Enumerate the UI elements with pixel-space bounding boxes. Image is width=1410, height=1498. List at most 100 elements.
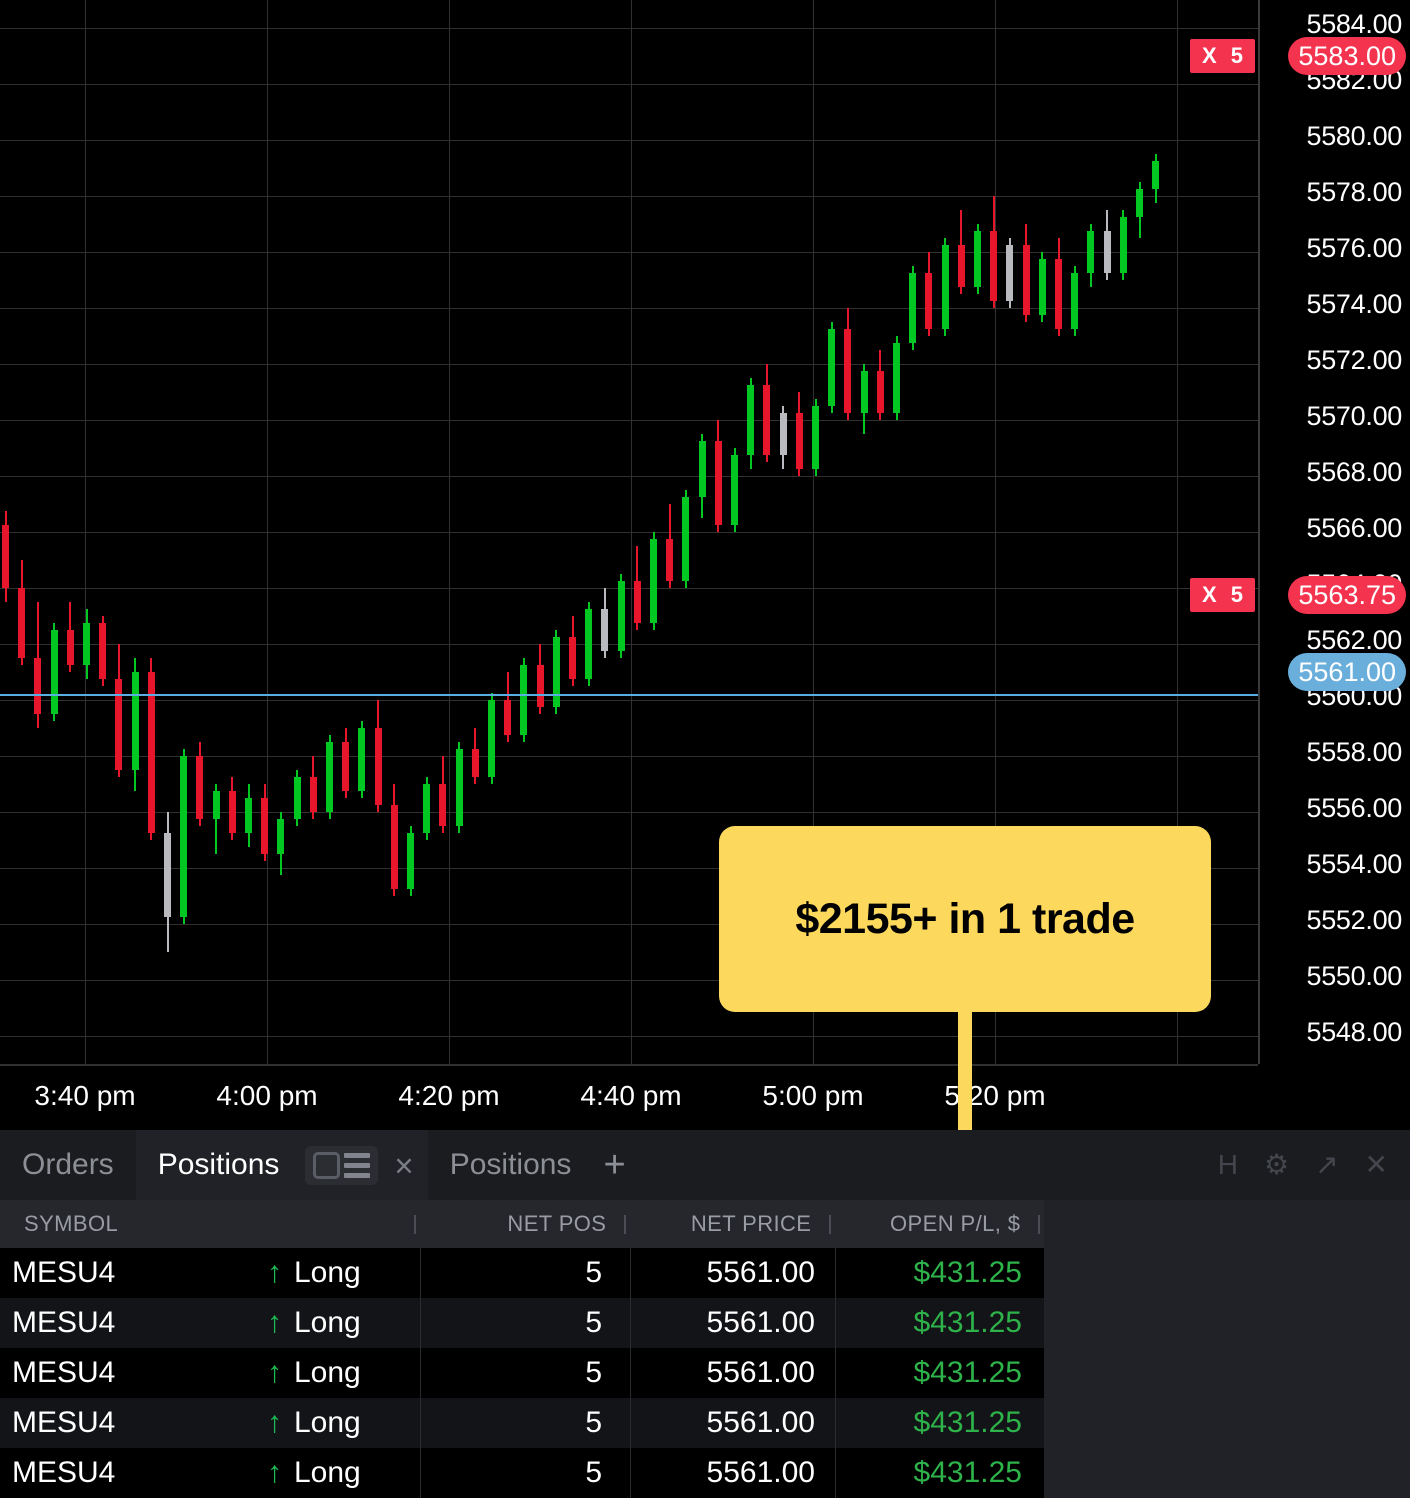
gridline-vertical [449,0,450,1064]
symbol-label: MESU4 [12,1456,116,1489]
order-price-badge-mid[interactable]: 5563.75 [1288,576,1406,614]
cell-net-pos: 5 [420,1348,630,1398]
candle-body [164,833,171,917]
candle-body [714,441,722,525]
cell-net-pos: 5 [420,1248,630,1298]
cell-net-price: 5561.00 [630,1448,835,1498]
price-tick-label: 5570.00 [1306,401,1403,431]
candle-body [876,371,884,413]
expand-icon[interactable]: ↗ [1315,1149,1339,1180]
column-resize-handle[interactable]: | [412,1212,418,1235]
table-row[interactable]: MESU4 ↑ Long 5 5561.00 $431.25 [0,1298,1044,1348]
column-header-netpos[interactable]: NET POS | [420,1200,630,1248]
column-header-openpl-label: OPEN P/L, $ [890,1211,1021,1236]
time-tick-label: 4:20 pm [398,1080,500,1111]
candle-body [455,749,463,826]
candle-body [1087,231,1095,273]
candle-body [471,749,479,777]
candle-body [293,777,301,819]
gridline-horizontal [0,532,1258,533]
close-icon[interactable]: ✕ [1364,1149,1388,1180]
chart-gridlines [0,0,1258,1064]
candle-body [990,231,998,301]
price-tick-label: 5566.00 [1306,513,1403,543]
close-tab-icon[interactable]: × [394,1146,414,1184]
price-tick-label: 5556.00 [1306,793,1403,823]
price-axis[interactable]: 5584.00 5582.00 5580.00 5578.00 5576.00 5574.… [1258,0,1410,1064]
direction-label: Long [294,1356,361,1389]
price-tick-label: 5578.00 [1306,177,1403,207]
gridline-horizontal [0,700,1258,701]
tab-positions-active-group: Positions × [135,1130,428,1200]
history-icon[interactable]: H [1217,1149,1238,1180]
gridline-horizontal [0,196,1258,197]
candle-body [390,805,398,889]
symbol-label: MESU4 [12,1406,116,1439]
price-tick-label: 5562.00 [1306,625,1403,655]
cell-symbol: MESU4 ↑ Long [0,1298,420,1348]
candle-body [342,742,350,791]
candle-body [974,231,981,287]
gridline-vertical [813,0,814,1064]
time-axis[interactable]: 3:40 pm 4:00 pm 4:20 pm 4:40 pm 5:00 pm 5:20 … [0,1064,1258,1130]
candle-body [439,784,447,826]
table-row[interactable]: MESU4 ↑ Long 5 5561.00 $431.25 [0,1398,1044,1448]
entry-price-badge[interactable]: 5561.00 [1288,653,1406,691]
long-arrow-icon: ↑ [267,1256,282,1289]
table-header-row: SYMBOL | NET POS | NET PRICE | OPEN P/L,… [0,1200,1044,1248]
candle-body [2,525,9,588]
time-tick-label: 3:40 pm [34,1080,136,1111]
column-header-openpl[interactable]: OPEN P/L, $ | [835,1200,1044,1248]
cell-symbol: MESU4 ↑ Long [0,1448,420,1498]
gridline-horizontal [0,308,1258,309]
tab-positions-active[interactable]: Positions [135,1130,302,1200]
candle-body [844,329,852,413]
gridline-horizontal [0,84,1258,85]
cell-open-pl: $431.25 [835,1348,1044,1398]
price-tick-label: 5568.00 [1306,457,1403,487]
candle-body [585,609,593,679]
annotation-callout: $2155+ in 1 trade [719,826,1211,1012]
candle-body [66,630,74,665]
gridline-horizontal [0,420,1258,421]
long-arrow-icon: ↑ [267,1406,282,1439]
cell-net-price: 5561.00 [630,1348,835,1398]
table-row[interactable]: MESU4 ↑ Long 5 5561.00 $431.25 [0,1348,1044,1398]
symbol-label: MESU4 [12,1256,116,1289]
add-tab-button[interactable]: + [603,1144,626,1186]
candle-body [423,784,431,833]
candle-body [131,672,139,770]
column-header-netprice[interactable]: NET PRICE | [630,1200,835,1248]
table-row[interactable]: MESU4 ↑ Long 5 5561.00 $431.25 [0,1448,1044,1498]
candle-body [212,791,220,819]
tab-positions-secondary[interactable]: Positions [428,1130,594,1200]
column-header-symbol-label: SYMBOL [24,1211,119,1236]
symbol-label: MESU4 [12,1356,116,1389]
layout-toggle-button[interactable] [305,1145,379,1185]
candle-body [650,539,657,623]
candle-body [731,455,738,525]
column-resize-handle[interactable]: | [622,1212,628,1235]
order-side-label: X [1202,582,1217,607]
column-resize-handle[interactable]: | [827,1212,833,1235]
column-header-symbol[interactable]: SYMBOL | [0,1200,420,1248]
cell-net-pos: 5 [420,1398,630,1448]
candle-body [1152,161,1160,189]
order-price-badge-top[interactable]: 5583.00 [1288,37,1406,75]
gridline-horizontal [0,588,1258,589]
price-tick-label: 5580.00 [1306,121,1403,151]
table-row[interactable]: MESU4 ↑ Long 5 5561.00 $431.25 [0,1248,1044,1298]
gridline-vertical [85,0,86,1064]
candle-body [698,441,706,497]
column-resize-handle[interactable]: | [1036,1212,1042,1235]
cell-net-pos: 5 [420,1448,630,1498]
order-qty-label: 5 [1230,43,1243,68]
gear-icon[interactable]: ⚙ [1263,1149,1290,1180]
layout-list-icon [344,1152,371,1178]
tab-orders[interactable]: Orders [0,1130,136,1200]
price-chart[interactable] [0,0,1258,1064]
gridline-horizontal [0,924,1258,925]
